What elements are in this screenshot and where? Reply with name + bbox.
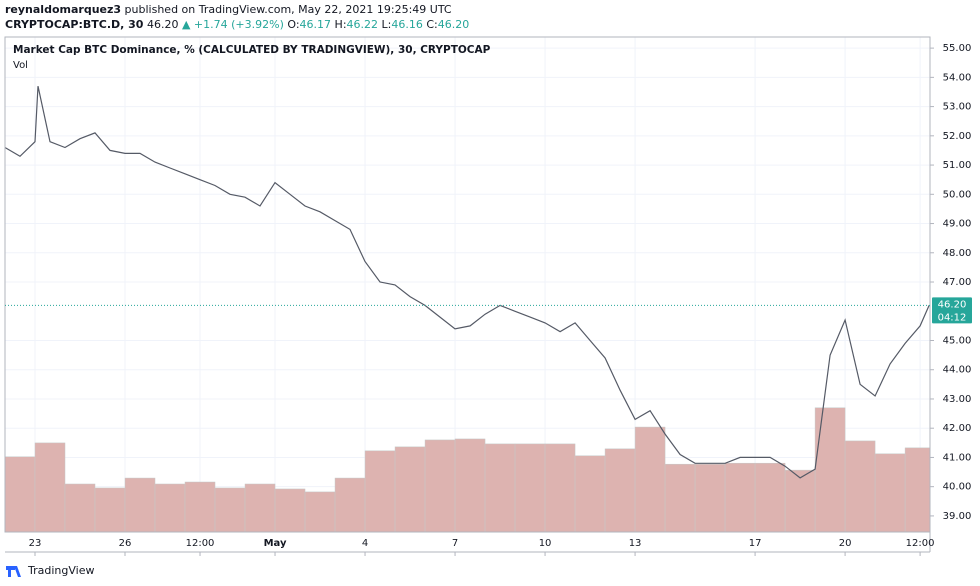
- x-tick-label: 10: [539, 538, 552, 549]
- chart-title: Market Cap BTC Dominance, % (CALCULATED …: [13, 44, 491, 56]
- y-tick-label: 50.00: [943, 189, 972, 200]
- volume-bar: [574, 455, 606, 533]
- y-tick-label: 44.00: [943, 365, 972, 376]
- volume-bar: [124, 477, 156, 533]
- y-tick-label: 55.00: [943, 43, 972, 54]
- volume-bar: [304, 491, 336, 533]
- y-tick-label: 48.00: [943, 248, 972, 259]
- o-label: O:: [287, 18, 300, 31]
- price: 46.20: [146, 18, 179, 31]
- volume-bar: [784, 469, 816, 533]
- volume-bar: [754, 462, 786, 533]
- x-tick-label: 12:00: [186, 538, 215, 549]
- symbol-info: CRYPTOCAP:BTC.D, 30 46.20 ▲ +1.74 (+3.92…: [5, 18, 469, 31]
- y-tick-label: 54.00: [943, 72, 972, 83]
- y-tick-label: 52.00: [943, 131, 972, 142]
- publish-info: reynaldomarquez3 published on TradingVie…: [5, 3, 452, 16]
- volume-bar: [904, 447, 931, 533]
- volume-bar: [394, 446, 426, 533]
- volume-bar: [544, 443, 576, 533]
- published: published on TradingView.com, May 22, 20…: [121, 3, 452, 16]
- volume-bar: [94, 487, 126, 533]
- volume-bar: [274, 488, 306, 533]
- y-tick-label: 51.00: [943, 160, 972, 171]
- symbol: CRYPTOCAP:BTC.D, 30: [5, 18, 144, 31]
- y-tick-label: 43.00: [943, 394, 972, 405]
- x-tick-label: 20: [839, 538, 852, 549]
- x-tick-label: 23: [29, 538, 42, 549]
- volume-bar: [334, 477, 366, 533]
- x-tick-label: 17: [749, 538, 762, 549]
- y-tick-label: 41.00: [943, 452, 972, 463]
- high: 46.22: [346, 18, 379, 31]
- volume-bar: [634, 426, 666, 533]
- y-tick-label: 47.00: [943, 277, 972, 288]
- volume-bar: [184, 481, 216, 533]
- h-label: H:: [334, 18, 347, 31]
- volume-bar: [604, 448, 636, 533]
- publisher: reynaldomarquez3: [5, 3, 122, 16]
- volume-bar: [454, 438, 486, 533]
- volume-bar: [724, 462, 756, 533]
- volume: [4, 407, 931, 533]
- volume-bar: [664, 463, 696, 533]
- last-price-box: [932, 297, 972, 324]
- volume-bar: [214, 487, 246, 533]
- brand: TradingView: [27, 564, 94, 577]
- x-tick-label: 13: [629, 538, 642, 549]
- volume-bar: [874, 453, 906, 533]
- last-price-label: 46.20: [938, 299, 967, 310]
- x-tick-label: 4: [362, 538, 368, 549]
- y-tick-label: 40.00: [943, 482, 972, 493]
- y-tick-label: 45.00: [943, 335, 972, 346]
- volume-bar: [4, 456, 36, 533]
- volume-bar: [64, 483, 96, 533]
- close: 46.20: [437, 18, 470, 31]
- plot: [4, 85, 930, 479]
- volume-bar: [514, 443, 546, 533]
- volume-bar: [844, 440, 876, 533]
- price-line: [4, 85, 930, 479]
- volume-label: Vol: [13, 60, 28, 71]
- change: ▲ +1.74 (+3.92%): [181, 18, 284, 31]
- c-label: C:: [426, 18, 438, 31]
- volume-bar: [364, 450, 396, 533]
- volume-bar: [694, 463, 726, 533]
- volume-bar: [244, 483, 276, 533]
- volume-bar: [34, 442, 66, 533]
- y-tick-label: 49.00: [943, 219, 972, 230]
- volume-bar: [154, 483, 186, 533]
- y-tick-label: 42.00: [943, 423, 972, 434]
- l-label: L:: [381, 18, 392, 31]
- y-tick-label: 53.00: [943, 102, 972, 113]
- volume-bar: [484, 443, 516, 533]
- x-tick-label: 7: [452, 538, 458, 549]
- volume-bar: [424, 439, 456, 533]
- x-tick-label: May: [264, 538, 287, 549]
- low: 46.16: [391, 18, 423, 31]
- x-tick-label: 26: [119, 538, 132, 549]
- open: 46.17: [299, 18, 332, 31]
- y-tick-label: 39.00: [943, 511, 972, 522]
- logo: [6, 566, 21, 577]
- countdown: 04:12: [938, 312, 967, 323]
- grid: [5, 37, 930, 532]
- x-tick-label: 12:00: [906, 538, 935, 549]
- volume-bar: [814, 407, 846, 533]
